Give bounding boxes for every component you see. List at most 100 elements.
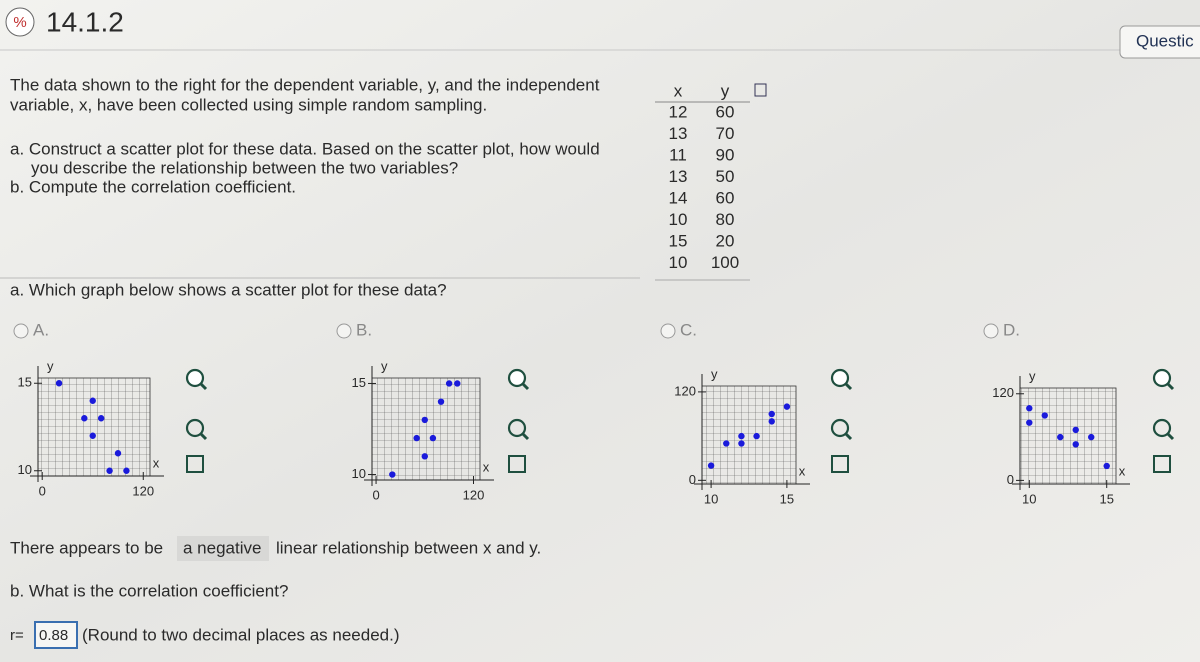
scatter-point bbox=[389, 471, 396, 478]
plot-grid bbox=[1019, 387, 1117, 485]
popout-icon[interactable] bbox=[1153, 455, 1171, 473]
scatter-point bbox=[421, 453, 428, 460]
table-cell: 15 bbox=[669, 231, 688, 250]
question-a: a. Which graph below shows a scatter plo… bbox=[10, 280, 447, 299]
popout-icon[interactable] bbox=[508, 455, 526, 473]
radio-button[interactable] bbox=[660, 323, 676, 339]
plot-grid bbox=[371, 377, 481, 481]
answer-suffix: linear relationship between x and y. bbox=[276, 538, 541, 557]
scatter-point bbox=[1041, 412, 1048, 419]
scatter-point bbox=[55, 380, 63, 387]
scatter-point bbox=[1103, 462, 1110, 470]
popout-icon[interactable] bbox=[831, 455, 849, 473]
question-button-text[interactable]: Questic bbox=[1136, 31, 1194, 50]
x-tick-label: 0 bbox=[39, 483, 46, 498]
intro-line: The data shown to the right for the depe… bbox=[10, 75, 600, 94]
y-tick-label: 15 bbox=[352, 375, 366, 390]
scatter-point bbox=[1057, 433, 1064, 441]
x-tick-label: 10 bbox=[704, 491, 718, 506]
scatter-point bbox=[783, 403, 791, 410]
question-button[interactable] bbox=[1119, 25, 1200, 59]
copy-icon[interactable] bbox=[754, 83, 767, 97]
answer-choice[interactable]: a negative bbox=[183, 538, 261, 557]
x-axis-label: x bbox=[153, 455, 160, 470]
radio-button[interactable] bbox=[336, 323, 352, 339]
scatter-point bbox=[1088, 433, 1095, 441]
radio-button[interactable] bbox=[983, 323, 999, 339]
answer-prefix: There appears to be bbox=[10, 538, 163, 557]
zoom-out-icon[interactable] bbox=[1152, 418, 1172, 438]
x-tick-label: 15 bbox=[1099, 491, 1113, 506]
zoom-out-icon[interactable] bbox=[185, 418, 205, 438]
scatter-point bbox=[1072, 441, 1079, 448]
option-label[interactable]: D. bbox=[1003, 320, 1020, 339]
option-label[interactable]: C. bbox=[680, 320, 697, 339]
y-axis-label: y bbox=[47, 358, 54, 373]
x-tick-label: 120 bbox=[463, 487, 485, 502]
y-tick-label: 0 bbox=[689, 472, 696, 487]
zoom-in-icon[interactable] bbox=[1152, 368, 1172, 388]
zoom-in-icon[interactable] bbox=[830, 368, 850, 388]
status-icon-text: % bbox=[13, 14, 26, 31]
y-axis-label: y bbox=[1029, 368, 1036, 383]
scatter-point bbox=[106, 467, 113, 474]
table-cell: 10 bbox=[669, 253, 688, 272]
scatter-point bbox=[421, 416, 428, 424]
x-tick-label: 15 bbox=[780, 491, 794, 506]
r-value[interactable]: 0.88 bbox=[39, 627, 68, 644]
scatter-point bbox=[753, 432, 760, 440]
zoom-handle bbox=[199, 432, 208, 441]
table-cell: 60 bbox=[716, 188, 735, 207]
scatter-point bbox=[413, 434, 420, 442]
scatter-chart: x y 10 15 0 120 bbox=[992, 368, 1130, 506]
zoom-in-icon[interactable] bbox=[507, 368, 527, 388]
title: 14.1.2 bbox=[46, 6, 124, 37]
table-cell: 80 bbox=[716, 210, 735, 229]
x-tick-label: 10 bbox=[1022, 491, 1036, 506]
zoom-handle bbox=[521, 432, 530, 441]
part-a-line: a. Construct a scatter plot for these da… bbox=[10, 139, 600, 158]
column-header: x bbox=[674, 81, 683, 100]
zoom-in-icon[interactable] bbox=[185, 368, 205, 388]
plot-grid bbox=[37, 377, 151, 477]
question-b: b. What is the correlation coefficient? bbox=[10, 581, 288, 600]
zoom-out-icon[interactable] bbox=[830, 418, 850, 438]
x-axis-label: x bbox=[483, 459, 490, 474]
answer-choice-box[interactable] bbox=[177, 536, 269, 561]
r-input[interactable] bbox=[34, 621, 78, 649]
scatter-point bbox=[707, 462, 715, 469]
y-tick-label: 120 bbox=[992, 385, 1014, 400]
radio-button[interactable] bbox=[13, 323, 29, 339]
scatter-point bbox=[97, 415, 105, 422]
r-note: (Round to two decimal places as needed.) bbox=[82, 625, 400, 644]
table-cell: 11 bbox=[669, 145, 687, 164]
scatter-chart: x y 10 15 0 120 bbox=[674, 366, 810, 506]
option-label[interactable]: B. bbox=[356, 320, 372, 339]
table-cell: 10 bbox=[669, 210, 688, 229]
scatter-point bbox=[81, 415, 88, 422]
zoom-out-icon[interactable] bbox=[507, 418, 527, 438]
r-label: r= bbox=[10, 627, 24, 644]
column-header: y bbox=[721, 81, 730, 100]
scatter-point bbox=[738, 440, 745, 447]
scatter-point bbox=[114, 450, 122, 457]
scatter-chart: x y 0 120 10 15 bbox=[18, 358, 164, 498]
scatter-point bbox=[445, 380, 453, 387]
x-axis-label: x bbox=[799, 463, 806, 478]
zoom-handle bbox=[844, 432, 853, 441]
zoom-handle bbox=[1166, 432, 1175, 441]
zoom-handle bbox=[521, 382, 530, 391]
scatter-point bbox=[123, 467, 130, 474]
x-axis-label: x bbox=[1119, 463, 1126, 478]
option-label[interactable]: A. bbox=[33, 320, 49, 339]
zoom-handle bbox=[1166, 382, 1175, 391]
table-cell: 100 bbox=[711, 253, 739, 272]
scatter-point bbox=[89, 432, 96, 439]
popout-icon[interactable] bbox=[186, 455, 204, 473]
scatter-point bbox=[723, 440, 730, 447]
part-a-line: you describe the relationship between th… bbox=[31, 158, 458, 177]
scatter-point bbox=[1072, 426, 1079, 434]
table-cell: 13 bbox=[669, 124, 688, 143]
